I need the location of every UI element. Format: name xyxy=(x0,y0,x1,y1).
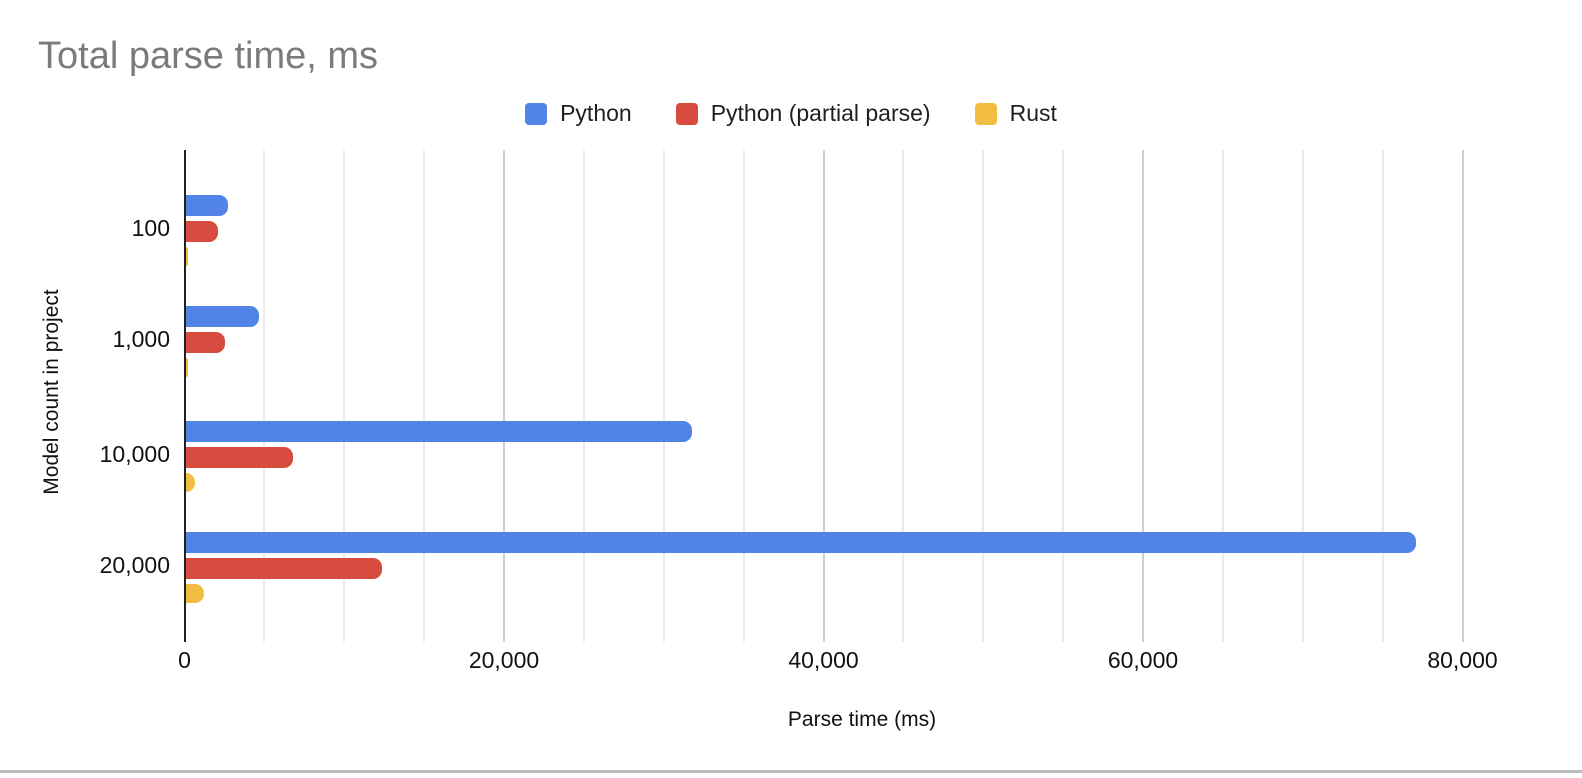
minor-gridline xyxy=(1381,150,1384,642)
major-gridline xyxy=(1142,150,1144,642)
category-label-1-000: 1,000 xyxy=(112,326,170,352)
minor-gridline xyxy=(343,150,346,642)
major-gridline xyxy=(503,150,505,642)
bar-python-10-000 xyxy=(186,421,693,442)
legend-label-python-partial-parse: Python (partial parse) xyxy=(710,100,931,126)
legend-swatch-rust xyxy=(974,102,997,125)
major-gridline xyxy=(822,150,825,642)
major-gridline xyxy=(1461,150,1464,642)
minor-gridline xyxy=(1062,150,1065,642)
y-axis-line xyxy=(183,150,186,642)
bar-python-partial-parse-1-000 xyxy=(186,332,226,353)
x-tick-label-20-000: 20,000 xyxy=(468,647,540,673)
legend-label-rust: Rust xyxy=(1009,100,1057,126)
x-tick-label-40-000: 40,000 xyxy=(788,647,859,673)
bar-python-100 xyxy=(186,195,228,216)
bar-rust-10-000 xyxy=(186,473,196,492)
minor-gridline xyxy=(1301,150,1304,642)
bar-rust-20-000 xyxy=(186,584,205,603)
chart-title: Total parse time, ms xyxy=(38,35,378,77)
bar-python-20-000 xyxy=(186,532,1417,553)
bar-rust-100 xyxy=(186,247,189,266)
x-tick-label-80-000: 80,000 xyxy=(1427,647,1498,673)
bar-python-1-000 xyxy=(186,306,260,327)
x-tick-label-0: 0 xyxy=(178,647,191,673)
bar-python-partial-parse-100 xyxy=(186,221,218,242)
minor-gridline xyxy=(582,150,585,642)
bar-python-partial-parse-20-000 xyxy=(186,558,382,579)
x-tick-label-60-000: 60,000 xyxy=(1107,647,1179,673)
bar-python-partial-parse-10-000 xyxy=(186,447,294,468)
legend-item-python: Python xyxy=(525,100,632,127)
y-axis-title: Model count in project xyxy=(40,289,63,495)
minor-gridline xyxy=(902,150,905,642)
legend-swatch-python xyxy=(525,102,548,125)
minor-gridline xyxy=(662,150,665,642)
category-label-100: 100 xyxy=(131,215,170,241)
legend-item-python-partial-parse: Python (partial parse) xyxy=(675,100,931,127)
category-label-10-000: 10,000 xyxy=(99,441,170,467)
legend: Python Python (partial parse) Rust xyxy=(0,100,1582,127)
minor-gridline xyxy=(423,150,426,642)
category-label-20-000: 20,000 xyxy=(99,552,170,578)
minor-gridline xyxy=(1221,150,1224,642)
minor-gridline xyxy=(263,150,266,642)
legend-item-rust: Rust xyxy=(974,100,1057,127)
minor-gridline xyxy=(742,150,745,642)
legend-swatch-python-partial-parse xyxy=(675,102,698,125)
bar-rust-1-000 xyxy=(186,358,189,377)
bottom-divider xyxy=(0,770,1582,773)
legend-label-python: Python xyxy=(560,100,632,126)
x-axis-title: Parse time (ms) xyxy=(787,708,937,731)
minor-gridline xyxy=(982,150,985,642)
